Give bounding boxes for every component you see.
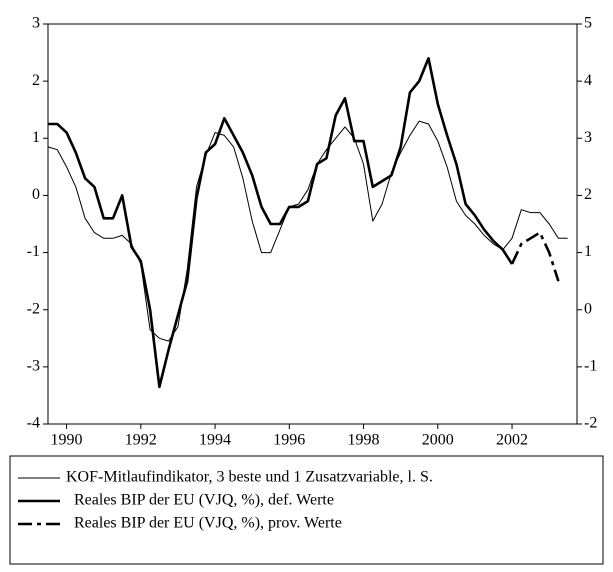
- y-tick-label: -2: [27, 300, 40, 317]
- legend-frame: [9, 455, 604, 565]
- y2-tick-label: 0: [584, 300, 592, 317]
- y-tick-label: -3: [27, 358, 40, 375]
- legend-label: Reales BIP der EU (VJQ, %), prov. Werte: [74, 515, 342, 532]
- y-tick-label: 1: [32, 129, 40, 146]
- series-line: [47, 120, 568, 342]
- series-line: [510, 231, 560, 282]
- x-tick-label: 1994: [199, 432, 231, 449]
- y-tick-label: -4: [27, 415, 40, 432]
- y2-tick-label: 4: [584, 72, 592, 89]
- plot-frame: [47, 23, 578, 425]
- legend-label: Reales BIP der EU (VJQ, %), def. Werte: [74, 492, 334, 509]
- y2-tick-label: 1: [584, 243, 592, 260]
- series-line: [48, 57, 514, 389]
- legend-label: KOF-Mitlaufindikator, 3 beste und 1 Zusa…: [66, 469, 433, 486]
- x-tick-label: 2000: [422, 432, 454, 449]
- x-tick-label: 1996: [273, 432, 305, 449]
- y-tick-label: 2: [32, 72, 40, 89]
- y-tick-label: 0: [32, 186, 40, 203]
- y2-tick-label: -1: [584, 358, 597, 375]
- y2-tick-label: 3: [584, 129, 592, 146]
- y-tick-label: -1: [27, 243, 40, 260]
- x-tick-label: 2002: [496, 432, 528, 449]
- y2-tick-label: 5: [584, 15, 592, 32]
- y2-tick-label: -2: [584, 415, 597, 432]
- x-tick-label: 1998: [348, 432, 380, 449]
- x-tick-label: 1992: [125, 432, 157, 449]
- y2-tick-label: 2: [584, 186, 592, 203]
- y-tick-label: 3: [32, 15, 40, 32]
- x-tick-label: 1990: [51, 432, 83, 449]
